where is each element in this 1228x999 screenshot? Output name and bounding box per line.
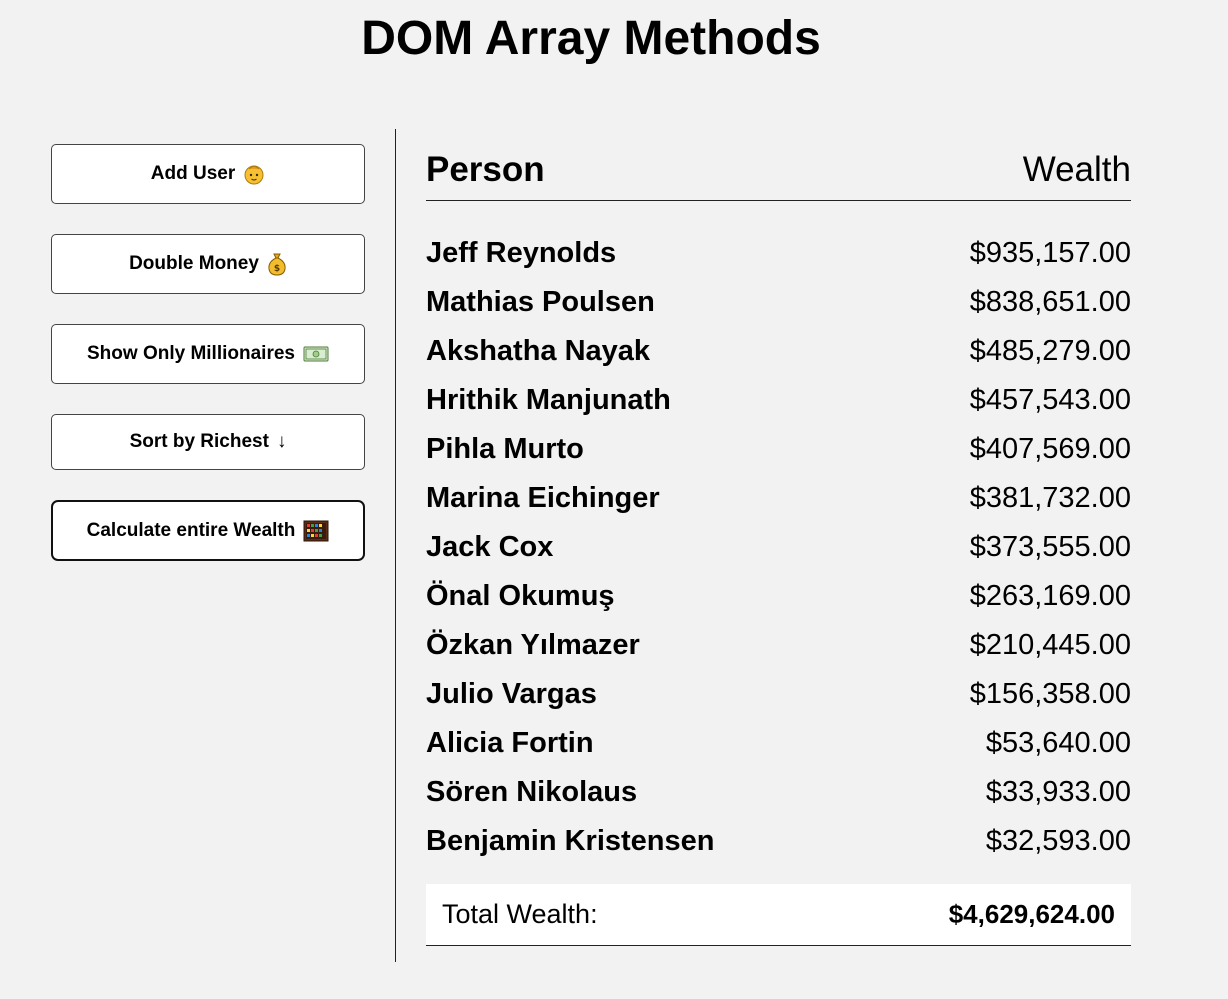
vertical-divider	[395, 129, 396, 962]
table-row: Benjamin Kristensen $32,593.00	[426, 817, 1131, 866]
table-row: Marina Eichinger $381,732.00	[426, 474, 1131, 523]
person-name: Jeff Reynolds	[426, 237, 617, 269]
person-wealth: $935,157.00	[969, 237, 1131, 269]
calculate-wealth-button-label: Calculate entire Wealth	[86, 519, 296, 541]
person-list: Jeff Reynolds $935,157.00 Mathias Poulse…	[426, 229, 1131, 866]
person-name: Hrithik Manjunath	[426, 384, 671, 416]
person-wealth: $32,593.00	[985, 825, 1131, 857]
table-row: Sören Nikolaus $33,933.00	[426, 768, 1131, 817]
person-wealth: $381,732.00	[969, 482, 1131, 514]
person-name: Akshatha Nayak	[426, 335, 651, 367]
table-row: Akshatha Nayak $485,279.00	[426, 327, 1131, 376]
table-row: Mathias Poulsen $838,651.00	[426, 278, 1131, 327]
person-name: Özkan Yılmazer	[426, 629, 640, 661]
person-name: Alicia Fortin	[426, 727, 594, 759]
show-millionaires-button-label: Show Only Millionaires	[87, 343, 295, 364]
person-name: Jack Cox	[426, 531, 554, 563]
table-row: Hrithik Manjunath $457,543.00	[426, 376, 1131, 425]
table-row: Jeff Reynolds $935,157.00	[426, 229, 1131, 278]
add-user-button[interactable]: Add User	[51, 144, 365, 204]
person-wealth: $838,651.00	[969, 286, 1131, 318]
table-row: Özkan Yılmazer $210,445.00	[426, 621, 1131, 670]
total-wealth-amount: $4,629,624.00	[948, 899, 1115, 929]
table-row: Önal Okumuş $263,169.00	[426, 572, 1131, 621]
show-millionaires-button[interactable]: Show Only Millionaires	[51, 324, 365, 384]
banknote-icon	[303, 345, 329, 363]
baby-face-icon	[243, 163, 265, 185]
calculate-wealth-button[interactable]: Calculate entire Wealth	[51, 500, 365, 561]
person-wealth: $156,358.00	[969, 678, 1131, 710]
person-wealth: $457,543.00	[969, 384, 1131, 416]
person-wealth: $263,169.00	[969, 580, 1131, 612]
money-bag-icon: $	[267, 252, 287, 276]
person-name: Benjamin Kristensen	[426, 825, 715, 857]
table-header: Person Wealth	[426, 140, 1131, 201]
total-wealth-box: Total Wealth: $4,629,624.00	[426, 884, 1131, 946]
table-row: Julio Vargas $156,358.00	[426, 670, 1131, 719]
person-wealth: $407,569.00	[969, 433, 1131, 465]
person-name: Marina Eichinger	[426, 482, 660, 514]
person-wealth: $210,445.00	[969, 629, 1131, 661]
person-name: Julio Vargas	[426, 678, 597, 710]
person-wealth: $33,933.00	[985, 776, 1131, 808]
person-name: Mathias Poulsen	[426, 286, 655, 318]
person-wealth: $373,555.00	[969, 531, 1131, 563]
sort-by-richest-button-label: Sort by Richest	[129, 431, 269, 452]
person-wealth: $53,640.00	[985, 727, 1131, 759]
person-name: Pihla Murto	[426, 433, 584, 465]
wealth-column-header: Wealth	[1022, 150, 1131, 189]
person-wealth: $485,279.00	[969, 335, 1131, 367]
down-arrow-icon: ↓	[276, 431, 287, 452]
person-name: Sören Nikolaus	[426, 776, 638, 808]
svg-text:$: $	[274, 264, 280, 274]
double-money-button[interactable]: Double Money $	[51, 234, 365, 294]
add-user-button-label: Add User	[150, 163, 236, 184]
wealth-table: Person Wealth Jeff Reynolds $935,157.00 …	[426, 140, 1131, 946]
page-title: DOM Array Methods	[361, 12, 821, 65]
table-row: Alicia Fortin $53,640.00	[426, 719, 1131, 768]
table-row: Pihla Murto $407,569.00	[426, 425, 1131, 474]
table-row: Jack Cox $373,555.00	[426, 523, 1131, 572]
double-money-button-label: Double Money	[129, 253, 259, 274]
person-column-header: Person	[426, 150, 545, 189]
abacus-icon	[303, 520, 329, 542]
total-wealth-label: Total Wealth:	[442, 899, 598, 929]
sort-by-richest-button[interactable]: Sort by Richest ↓	[51, 414, 365, 470]
person-name: Önal Okumuş	[426, 580, 615, 612]
